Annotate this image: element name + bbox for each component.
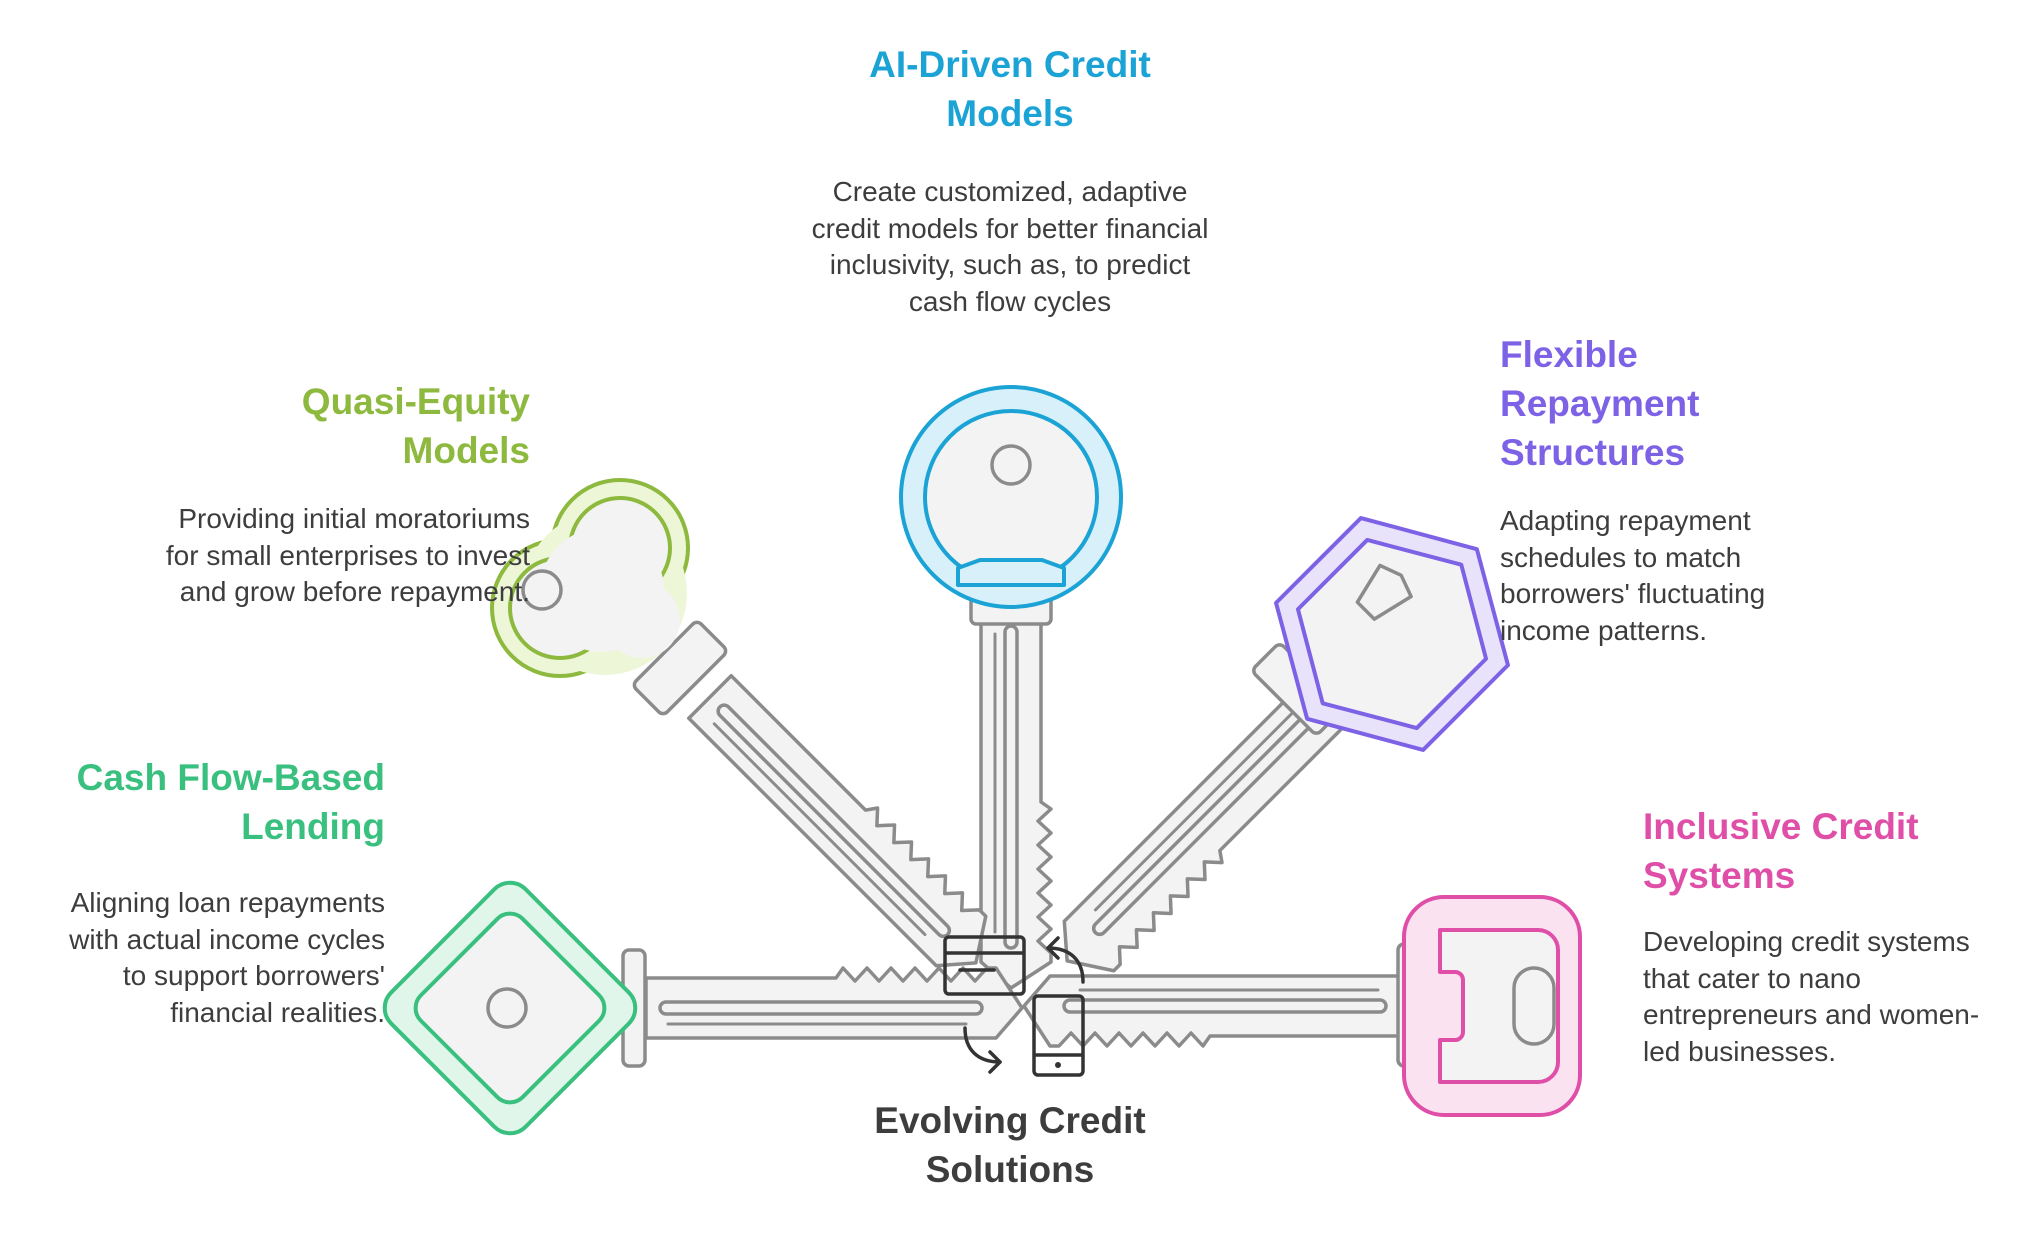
item-flexible-repayment: Flexible Repayment Structures Adapting r… [1500,330,1830,649]
key-flexible-repayment [1044,516,1510,991]
key-inclusive-credit [1022,895,1582,1117]
item-title: Quasi-Equity Models [301,381,530,471]
phone-icon [1032,994,1085,1077]
key-shank [1022,974,1402,1048]
item-description: Aligning loan repayments with actual inc… [69,887,385,1028]
key-hole [486,987,528,1029]
key-quasi-equity [490,478,1006,986]
card-icon [943,935,1026,996]
arrow-icon [1046,946,1085,984]
key-hole [990,444,1032,486]
center-title-block: Evolving Credit Solutions [860,1096,1160,1194]
key-collar [632,620,728,716]
key-hole [1355,563,1413,621]
item-description: Providing initial moratoriums for small … [165,503,530,607]
item-inclusive-credit: Inclusive Credit Systems Developing cred… [1643,802,1983,1070]
arrow-icon [963,1026,1002,1064]
center-title: Evolving Credit Solutions [874,1100,1146,1190]
item-cash-flow-lending: Cash Flow-Based Lending Aligning loan re… [60,753,385,1031]
item-title: AI-Driven Credit Models [869,44,1151,134]
item-quasi-equity: Quasi-Equity Models Providing initial mo… [160,377,530,611]
key-hole [521,569,563,611]
item-ai-driven: AI-Driven Credit Models Create customize… [810,40,1210,320]
item-description: Create customized, adaptive credit model… [811,176,1209,317]
item-description: Adapting repayment schedules to match bo… [1500,505,1766,646]
item-title: Cash Flow-Based Lending [76,757,385,847]
item-title: Inclusive Credit Systems [1643,806,1919,896]
item-description: Developing credit systems that cater to … [1643,926,1980,1067]
item-title: Flexible Repayment Structures [1500,334,1700,473]
key-hole [1512,966,1556,1046]
key-cash-flow-lending [382,880,1024,1136]
credit-card-phone-exchange-icon [943,935,1085,1077]
key-shank [979,610,1053,990]
key-ai-driven [899,385,1123,990]
